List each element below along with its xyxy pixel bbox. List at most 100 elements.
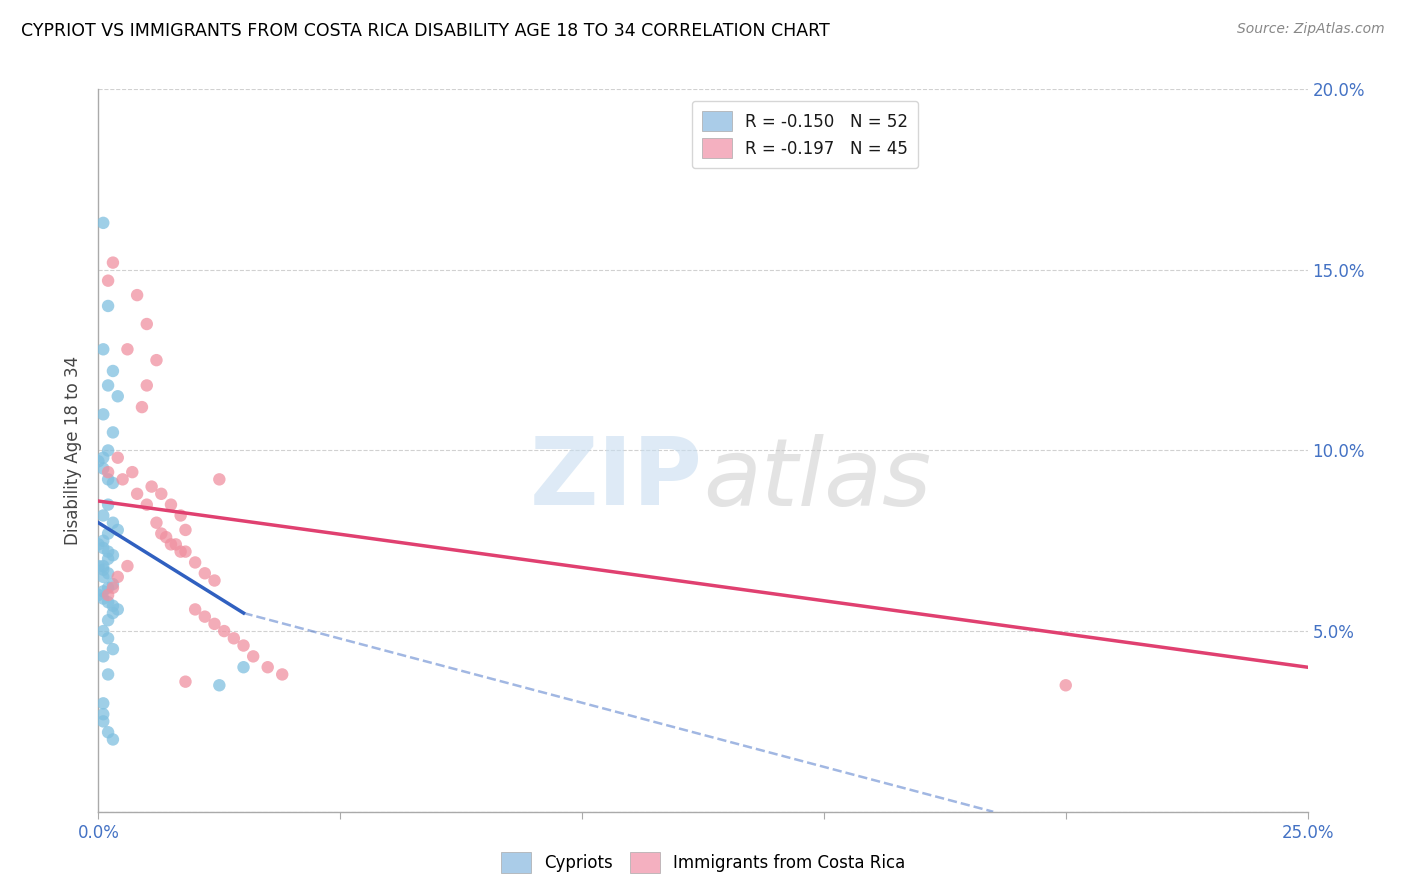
- Point: [91, 563, 114, 577]
- Point: [91, 216, 114, 230]
- Point: [117, 559, 139, 574]
- Point: [169, 508, 191, 523]
- Point: [174, 523, 197, 537]
- Point: [97, 551, 120, 566]
- Point: [107, 523, 129, 537]
- Point: [135, 317, 157, 331]
- Point: [131, 400, 153, 414]
- Point: [145, 353, 167, 368]
- Point: [97, 581, 120, 595]
- Text: ZIP: ZIP: [530, 434, 703, 525]
- Point: [97, 378, 120, 392]
- Point: [97, 632, 120, 646]
- Point: [194, 566, 217, 581]
- Point: [91, 649, 114, 664]
- Point: [135, 498, 157, 512]
- Point: [97, 526, 120, 541]
- Point: [101, 548, 124, 562]
- Point: [97, 498, 120, 512]
- Point: [97, 465, 120, 479]
- Point: [91, 584, 114, 599]
- Point: [135, 378, 157, 392]
- Point: [97, 472, 120, 486]
- Legend: R = -0.150   N = 52, R = -0.197   N = 45: R = -0.150 N = 52, R = -0.197 N = 45: [692, 101, 918, 169]
- Text: atlas: atlas: [703, 434, 931, 524]
- Text: Source: ZipAtlas.com: Source: ZipAtlas.com: [1237, 22, 1385, 37]
- Point: [91, 559, 114, 574]
- Point: [97, 613, 120, 627]
- Point: [145, 516, 167, 530]
- Point: [91, 508, 114, 523]
- Point: [184, 556, 207, 570]
- Point: [97, 566, 120, 581]
- Point: [232, 639, 254, 653]
- Point: [91, 570, 114, 584]
- Point: [87, 537, 110, 551]
- Point: [169, 544, 191, 558]
- Point: [204, 616, 226, 631]
- Point: [165, 537, 187, 551]
- Point: [160, 498, 183, 512]
- Point: [97, 595, 120, 609]
- Point: [107, 602, 129, 616]
- Point: [212, 624, 235, 639]
- Point: [208, 472, 231, 486]
- Point: [155, 530, 177, 544]
- Point: [97, 667, 120, 681]
- Point: [87, 454, 110, 468]
- Point: [232, 660, 254, 674]
- Point: [160, 537, 183, 551]
- Point: [97, 443, 120, 458]
- Point: [121, 465, 143, 479]
- Point: [101, 364, 124, 378]
- Point: [101, 732, 124, 747]
- Point: [101, 577, 124, 591]
- Text: CYPRIOT VS IMMIGRANTS FROM COSTA RICA DISABILITY AGE 18 TO 34 CORRELATION CHART: CYPRIOT VS IMMIGRANTS FROM COSTA RICA DI…: [21, 22, 830, 40]
- Point: [91, 714, 114, 729]
- Point: [91, 461, 114, 475]
- Point: [101, 425, 124, 440]
- Point: [194, 609, 217, 624]
- Y-axis label: Disability Age 18 to 34: Disability Age 18 to 34: [65, 356, 83, 545]
- Point: [91, 533, 114, 548]
- Point: [150, 526, 173, 541]
- Point: [117, 343, 139, 357]
- Point: [101, 642, 124, 657]
- Point: [111, 472, 134, 486]
- Point: [107, 450, 129, 465]
- Point: [91, 591, 114, 606]
- Point: [150, 487, 173, 501]
- Point: [91, 541, 114, 555]
- Point: [107, 389, 129, 403]
- Point: [87, 588, 110, 602]
- Point: [127, 487, 149, 501]
- Point: [91, 450, 114, 465]
- Point: [91, 707, 114, 722]
- Point: [97, 544, 120, 558]
- Point: [91, 697, 114, 711]
- Point: [222, 632, 245, 646]
- Point: [204, 574, 226, 588]
- Point: [101, 255, 124, 269]
- Point: [107, 570, 129, 584]
- Point: [101, 516, 124, 530]
- Point: [91, 624, 114, 639]
- Point: [127, 288, 149, 302]
- Point: [141, 480, 163, 494]
- Point: [271, 667, 294, 681]
- Point: [184, 602, 207, 616]
- Point: [91, 343, 114, 357]
- Point: [101, 599, 124, 613]
- Point: [97, 725, 120, 739]
- Point: [1054, 678, 1077, 692]
- Point: [101, 475, 124, 490]
- Point: [91, 407, 114, 422]
- Point: [174, 674, 197, 689]
- Legend: Cypriots, Immigrants from Costa Rica: Cypriots, Immigrants from Costa Rica: [494, 846, 912, 880]
- Point: [101, 606, 124, 620]
- Point: [256, 660, 278, 674]
- Point: [87, 559, 110, 574]
- Point: [97, 588, 120, 602]
- Point: [242, 649, 264, 664]
- Point: [97, 299, 120, 313]
